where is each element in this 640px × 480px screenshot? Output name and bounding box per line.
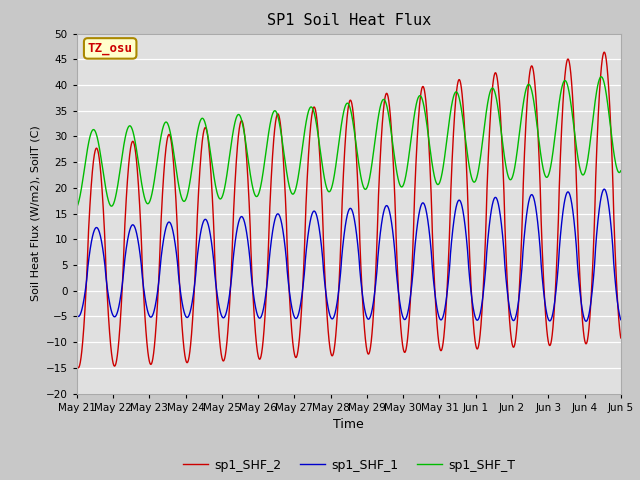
Legend: sp1_SHF_2, sp1_SHF_1, sp1_SHF_T: sp1_SHF_2, sp1_SHF_1, sp1_SHF_T	[177, 454, 520, 477]
sp1_SHF_2	[402, 347, 410, 353]
sp1_SHF_1	[565, 190, 573, 196]
sp1_SHF_2	[600, 49, 608, 55]
Y-axis label: Soil Heat Flux (W/m2), SoilT (C): Soil Heat Flux (W/m2), SoilT (C)	[30, 126, 40, 301]
X-axis label: Time: Time	[333, 418, 364, 431]
sp1_SHF_1	[617, 317, 625, 323]
sp1_SHF_T	[225, 159, 232, 165]
sp1_SHF_2	[412, 173, 419, 179]
sp1_SHF_1	[600, 186, 608, 192]
sp1_SHF_2	[617, 335, 625, 341]
sp1_SHF_1	[617, 316, 625, 322]
Line: sp1_SHF_T: sp1_SHF_T	[77, 77, 621, 207]
sp1_SHF_2	[189, 302, 197, 308]
sp1_SHF_2	[225, 314, 233, 320]
Text: TZ_osu: TZ_osu	[88, 42, 132, 55]
sp1_SHF_T	[402, 173, 410, 179]
sp1_SHF_T	[412, 107, 419, 112]
sp1_SHF_1	[402, 316, 410, 322]
sp1_SHF_2	[617, 334, 625, 340]
sp1_SHF_T	[73, 204, 81, 210]
sp1_SHF_1	[225, 298, 232, 303]
sp1_SHF_T	[617, 168, 625, 174]
sp1_SHF_1	[582, 318, 590, 324]
sp1_SHF_T	[598, 74, 605, 80]
sp1_SHF_T	[189, 156, 197, 162]
Line: sp1_SHF_2: sp1_SHF_2	[77, 52, 621, 368]
sp1_SHF_1	[412, 241, 419, 247]
Title: SP1 Soil Heat Flux: SP1 Soil Heat Flux	[267, 13, 431, 28]
sp1_SHF_T	[565, 89, 573, 95]
sp1_SHF_2	[74, 365, 82, 371]
sp1_SHF_T	[617, 168, 625, 174]
Line: sp1_SHF_1: sp1_SHF_1	[77, 189, 621, 321]
sp1_SHF_1	[73, 312, 81, 318]
sp1_SHF_2	[73, 362, 81, 368]
sp1_SHF_1	[189, 292, 197, 298]
sp1_SHF_2	[565, 59, 573, 65]
